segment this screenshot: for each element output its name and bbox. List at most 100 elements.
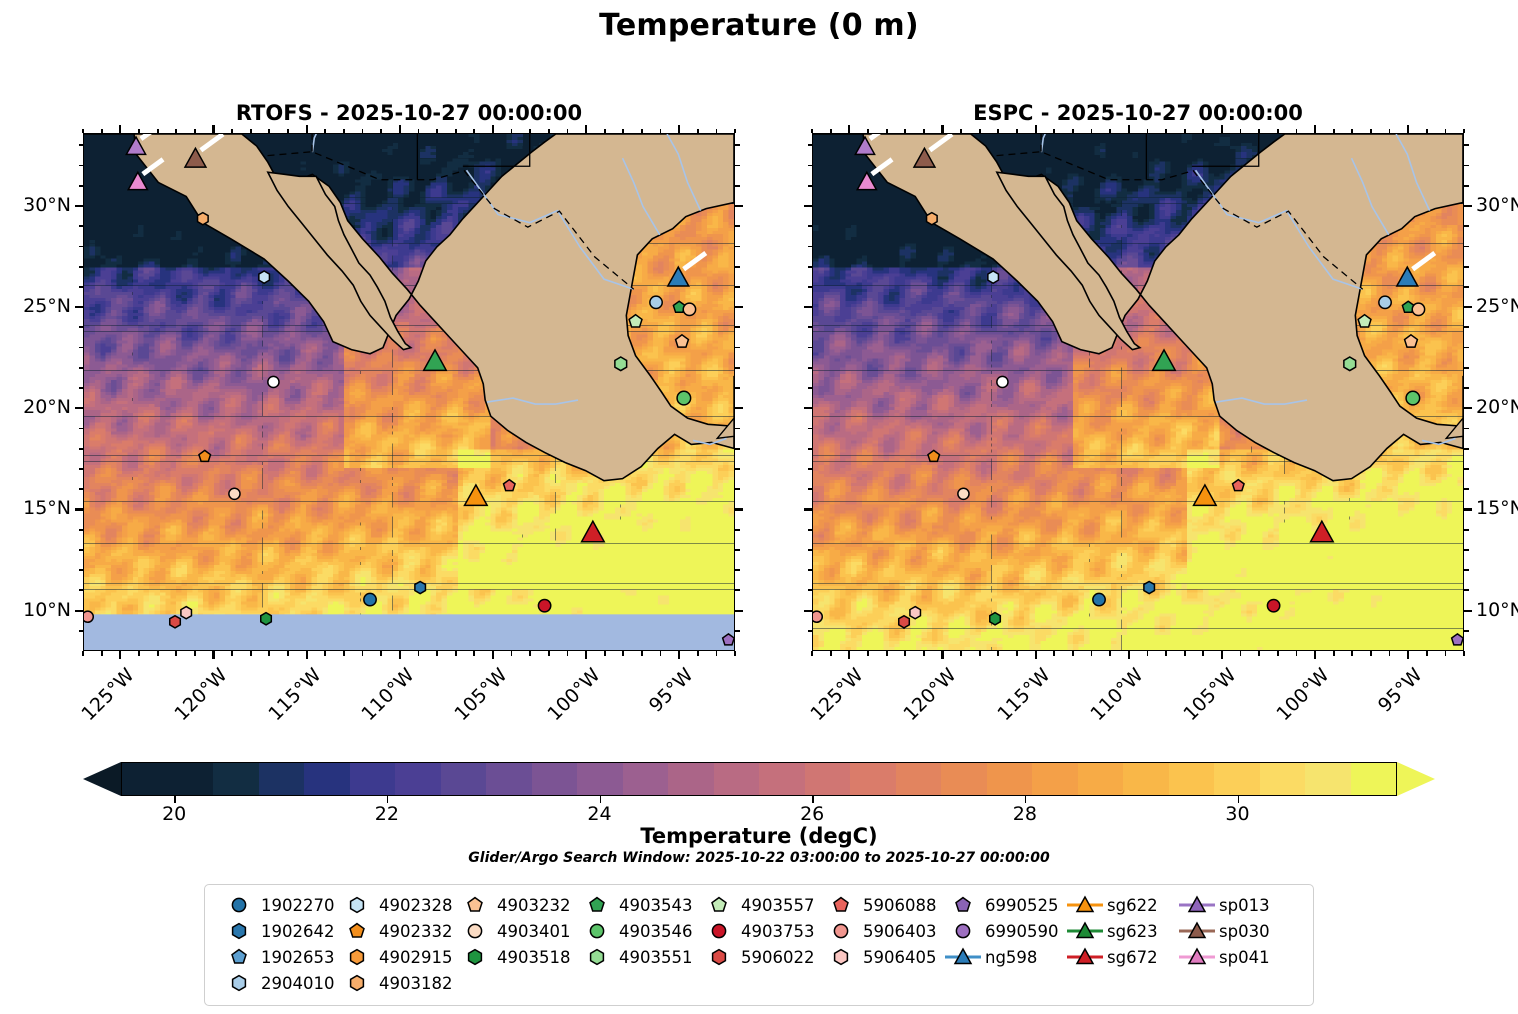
map-marker-6990590[interactable] xyxy=(267,375,280,389)
legend-item-4903182[interactable]: 4903182 xyxy=(337,972,455,994)
map-marker-4903557[interactable] xyxy=(628,313,643,328)
map-marker-sp030[interactable] xyxy=(912,146,937,168)
x-tick-minor xyxy=(1351,651,1354,656)
map-marker-1902642[interactable] xyxy=(1143,580,1156,595)
map-marker-1902270[interactable] xyxy=(363,592,377,607)
map-marker-4903518[interactable] xyxy=(989,611,1002,626)
legend-item-2904010[interactable]: 2904010 xyxy=(219,972,337,994)
legend-item-4902915[interactable]: 4902915 xyxy=(337,946,455,968)
legend-item-6990525[interactable]: 6990525 xyxy=(943,894,1065,916)
x-tick-minor xyxy=(1239,128,1242,133)
map-marker-5906405[interactable] xyxy=(180,605,193,620)
map-marker-sg672[interactable] xyxy=(580,519,606,543)
map-marker-sg622[interactable] xyxy=(1192,483,1218,507)
map-marker-4903401[interactable] xyxy=(957,487,970,501)
legend-item-sp013[interactable]: sp013 xyxy=(1177,894,1289,916)
legend-item-6990590[interactable]: 6990590 xyxy=(943,920,1065,942)
map-marker-2904010[interactable] xyxy=(649,295,663,310)
map-marker-4903232[interactable] xyxy=(682,302,697,317)
map-marker-sg672[interactable] xyxy=(1309,519,1335,543)
legend-item-sg622[interactable]: sg622 xyxy=(1065,894,1177,916)
map-marker-sg623[interactable] xyxy=(1151,348,1177,372)
legend-item-4903546[interactable]: 4903546 xyxy=(577,920,699,942)
legend-item-1902642[interactable]: 1902642 xyxy=(219,920,337,942)
legend-item-4902332[interactable]: 4902332 xyxy=(337,920,455,942)
legend-item-5906088[interactable]: 5906088 xyxy=(821,894,943,916)
y-tick-minor xyxy=(1464,549,1469,551)
map-marker-4902328[interactable] xyxy=(987,270,1000,285)
legend-item-1902653[interactable]: 1902653 xyxy=(219,946,337,968)
map-marker-ng598[interactable] xyxy=(1395,265,1420,287)
map-marker-6990525[interactable] xyxy=(721,632,734,646)
map-marker-sp041[interactable] xyxy=(126,170,149,191)
map-marker-4903182[interactable] xyxy=(196,211,209,226)
map-marker-1902270[interactable] xyxy=(1092,592,1106,607)
legend-item-4903557[interactable]: 4903557 xyxy=(699,894,821,916)
legend-item-4903518[interactable]: 4903518 xyxy=(455,946,577,968)
map-marker-1902642[interactable] xyxy=(414,580,427,595)
map-marker-4903232[interactable] xyxy=(1411,302,1426,317)
x-tick-minor xyxy=(1351,128,1354,133)
map-panel-rtofs[interactable] xyxy=(83,133,735,651)
map-marker-5906088[interactable] xyxy=(502,478,516,492)
map-marker-4903551[interactable] xyxy=(614,356,628,372)
map-marker-4903546[interactable] xyxy=(1405,390,1421,406)
map-marker-sp030[interactable] xyxy=(183,146,208,168)
map-marker-sp013[interactable] xyxy=(854,135,876,156)
legend-item-sg672[interactable]: sg672 xyxy=(1065,946,1177,968)
map-marker-ng598[interactable] xyxy=(666,265,691,287)
x-tick-minor xyxy=(510,651,513,656)
map-panel-espc[interactable] xyxy=(812,133,1464,651)
y-tick-minor xyxy=(1464,184,1469,187)
y-tick-minor xyxy=(807,629,812,632)
map-marker-sg622[interactable] xyxy=(463,483,489,507)
platform-legend[interactable]: 1902270 1902642 1902653 2904010 4902328 49023… xyxy=(204,884,1314,1006)
map-marker-4903753[interactable] xyxy=(1266,598,1281,613)
legend-item-4903232[interactable]: 4903232 xyxy=(455,894,577,916)
map-marker-4903518[interactable] xyxy=(260,611,273,626)
map-marker-6990525[interactable] xyxy=(1450,632,1463,646)
legend-item-sp041[interactable]: sp041 xyxy=(1177,946,1289,968)
map-marker-sp041[interactable] xyxy=(855,170,878,191)
map-marker-4903753[interactable] xyxy=(537,598,552,613)
map-marker-4903232b[interactable] xyxy=(1403,333,1419,348)
map-marker-5906022[interactable] xyxy=(897,614,911,629)
x-tick-minor xyxy=(922,651,925,656)
map-marker-5906088[interactable] xyxy=(1231,478,1245,492)
legend-item-4903543[interactable]: 4903543 xyxy=(577,894,699,916)
map-marker-sp013[interactable] xyxy=(125,135,147,156)
map-marker-4902332[interactable] xyxy=(927,449,941,463)
colorbar[interactable] xyxy=(83,762,1435,796)
map-marker-2904010[interactable] xyxy=(1378,295,1392,310)
map-marker-4903543[interactable] xyxy=(672,300,686,314)
map-marker-4903546[interactable] xyxy=(676,390,692,406)
map-marker-6990590[interactable] xyxy=(996,375,1009,389)
map-marker-4903557[interactable] xyxy=(1357,313,1372,328)
legend-item-4903551[interactable]: 4903551 xyxy=(577,946,699,968)
legend-item-4903753[interactable]: 4903753 xyxy=(699,920,821,942)
map-marker-sg623[interactable] xyxy=(422,348,448,372)
legend-item-ng598[interactable]: ng598 xyxy=(943,946,1065,968)
map-marker-5906403[interactable] xyxy=(813,610,824,624)
map-marker-4903401[interactable] xyxy=(228,487,241,501)
legend-item-4902328[interactable]: 4902328 xyxy=(337,894,455,916)
x-tick-minor xyxy=(811,651,813,656)
map-marker-4903551[interactable] xyxy=(1343,356,1357,372)
map-marker-4903182[interactable] xyxy=(925,211,938,226)
map-marker-4903232b[interactable] xyxy=(674,333,690,348)
legend-item-1902270[interactable]: 1902270 xyxy=(219,894,337,916)
map-marker-4902328[interactable] xyxy=(258,270,271,285)
legend-item-sp030[interactable]: sp030 xyxy=(1177,920,1289,942)
track-sp030 xyxy=(199,134,225,153)
legend-item-5906405[interactable]: 5906405 xyxy=(821,946,943,968)
map-marker-5906403[interactable] xyxy=(84,610,95,624)
legend-item-sg623[interactable]: sg623 xyxy=(1065,920,1177,942)
x-tick-minor xyxy=(380,651,383,656)
legend-item-5906022[interactable]: 5906022 xyxy=(699,946,821,968)
map-marker-5906405[interactable] xyxy=(909,605,922,620)
legend-item-5906403[interactable]: 5906403 xyxy=(821,920,943,942)
map-marker-4902332[interactable] xyxy=(198,449,212,463)
legend-item-4903401[interactable]: 4903401 xyxy=(455,920,577,942)
map-marker-5906022[interactable] xyxy=(168,614,182,629)
map-marker-4903543[interactable] xyxy=(1401,300,1415,314)
